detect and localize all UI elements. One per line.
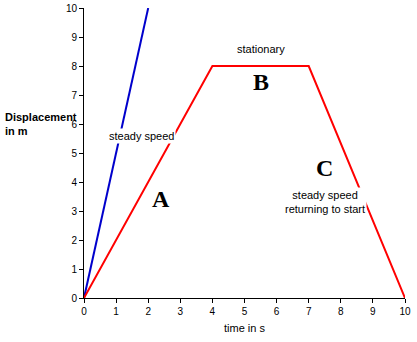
svg-text:Displacementin m: Displacementin m [5, 111, 77, 137]
svg-text:C: C [316, 155, 333, 181]
svg-text:10: 10 [399, 306, 411, 317]
svg-text:6: 6 [274, 306, 280, 317]
svg-text:time in s: time in s [224, 322, 265, 334]
svg-text:9: 9 [71, 32, 77, 43]
svg-text:4: 4 [71, 177, 77, 188]
svg-text:7: 7 [71, 90, 77, 101]
svg-text:0: 0 [71, 293, 77, 304]
svg-text:A: A [152, 186, 170, 212]
svg-text:5: 5 [71, 148, 77, 159]
svg-text:10: 10 [66, 3, 78, 14]
svg-text:2: 2 [145, 306, 151, 317]
svg-text:4: 4 [210, 306, 216, 317]
svg-text:1: 1 [71, 264, 77, 275]
svg-text:stationary: stationary [237, 43, 285, 55]
svg-text:0: 0 [81, 306, 87, 317]
svg-text:6: 6 [71, 119, 77, 130]
svg-text:B: B [253, 69, 269, 95]
svg-text:steady speedreturning to start: steady speedreturning to start [285, 189, 365, 215]
svg-text:3: 3 [178, 306, 184, 317]
svg-text:steady speed: steady speed [109, 130, 174, 142]
svg-text:1: 1 [113, 306, 119, 317]
svg-text:3: 3 [71, 206, 77, 217]
svg-text:9: 9 [370, 306, 376, 317]
svg-text:5: 5 [242, 306, 248, 317]
svg-text:7: 7 [306, 306, 312, 317]
svg-text:8: 8 [338, 306, 344, 317]
svg-text:8: 8 [71, 61, 77, 72]
svg-text:2: 2 [71, 235, 77, 246]
